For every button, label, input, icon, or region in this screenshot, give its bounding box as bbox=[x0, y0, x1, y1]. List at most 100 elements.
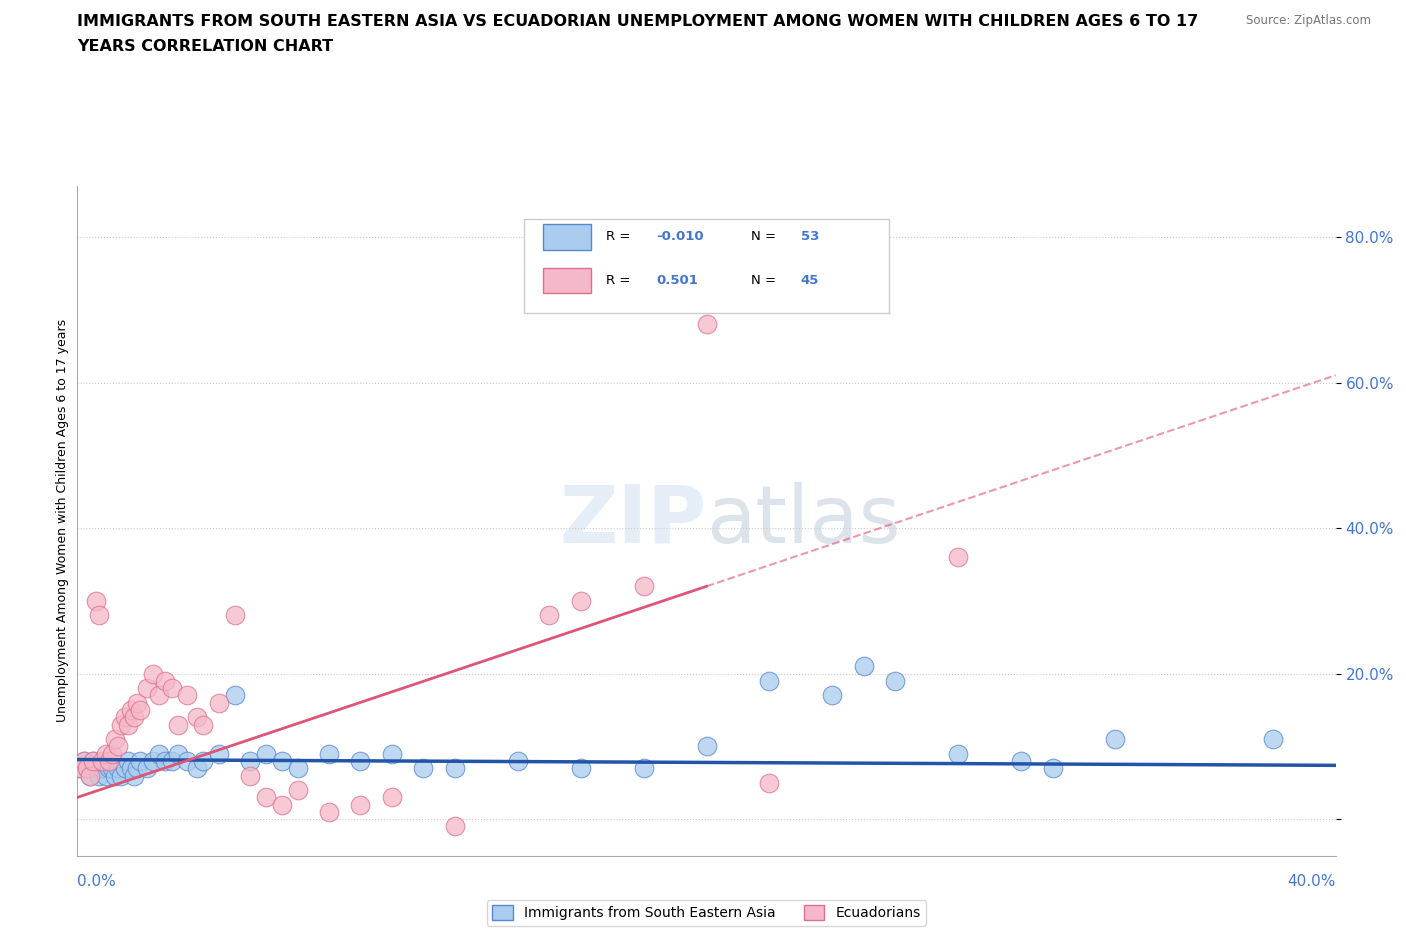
Point bbox=[349, 753, 371, 768]
Text: 40.0%: 40.0% bbox=[1288, 874, 1336, 889]
Point bbox=[948, 550, 970, 565]
Point bbox=[270, 753, 292, 768]
Text: R =: R = bbox=[606, 231, 634, 244]
Point bbox=[160, 753, 183, 768]
Point bbox=[239, 768, 262, 783]
Point bbox=[110, 717, 132, 732]
Point bbox=[122, 768, 145, 783]
Point bbox=[107, 761, 129, 776]
Point bbox=[254, 790, 277, 804]
Point bbox=[82, 753, 104, 768]
Point bbox=[758, 776, 780, 790]
Point bbox=[117, 717, 139, 732]
Point bbox=[191, 753, 215, 768]
Point bbox=[852, 659, 875, 674]
Y-axis label: Unemployment Among Women with Children Ages 6 to 17 years: Unemployment Among Women with Children A… bbox=[56, 319, 69, 723]
Point bbox=[79, 768, 101, 783]
Point bbox=[633, 578, 655, 593]
Point bbox=[633, 761, 655, 776]
Text: Source: ZipAtlas.com: Source: ZipAtlas.com bbox=[1246, 14, 1371, 27]
Point bbox=[444, 761, 467, 776]
Point bbox=[82, 753, 104, 768]
FancyBboxPatch shape bbox=[524, 219, 889, 313]
Point bbox=[120, 761, 142, 776]
Point bbox=[167, 717, 190, 732]
Point bbox=[176, 688, 198, 703]
Point bbox=[506, 753, 529, 768]
Point bbox=[821, 688, 844, 703]
Point bbox=[270, 797, 292, 812]
Point bbox=[186, 710, 208, 724]
Point bbox=[191, 717, 215, 732]
Point bbox=[758, 673, 780, 688]
FancyBboxPatch shape bbox=[543, 224, 591, 249]
Point bbox=[1042, 761, 1064, 776]
Point bbox=[94, 768, 117, 783]
Point bbox=[135, 761, 157, 776]
Text: atlas: atlas bbox=[707, 482, 901, 560]
Point bbox=[142, 666, 165, 681]
Point bbox=[129, 702, 152, 717]
Legend: Immigrants from South Eastern Asia, Ecuadorians: Immigrants from South Eastern Asia, Ecua… bbox=[486, 899, 927, 925]
Point bbox=[696, 317, 718, 332]
Text: 0.0%: 0.0% bbox=[77, 874, 117, 889]
Point bbox=[696, 739, 718, 754]
Point bbox=[349, 797, 371, 812]
Point bbox=[948, 746, 970, 761]
Point bbox=[114, 761, 136, 776]
Text: ZIP: ZIP bbox=[560, 482, 707, 560]
Point bbox=[72, 753, 94, 768]
Point bbox=[318, 804, 340, 819]
Point bbox=[148, 688, 170, 703]
Point bbox=[127, 696, 149, 711]
Point bbox=[176, 753, 198, 768]
Text: 53: 53 bbox=[801, 231, 820, 244]
Point bbox=[117, 753, 139, 768]
Point bbox=[72, 753, 94, 768]
Point bbox=[84, 761, 107, 776]
Point bbox=[148, 746, 170, 761]
Text: IMMIGRANTS FROM SOUTH EASTERN ASIA VS ECUADORIAN UNEMPLOYMENT AMONG WOMEN WITH C: IMMIGRANTS FROM SOUTH EASTERN ASIA VS EC… bbox=[77, 14, 1198, 29]
Text: 45: 45 bbox=[801, 274, 820, 287]
Point bbox=[318, 746, 340, 761]
Point bbox=[97, 761, 120, 776]
Point bbox=[89, 768, 111, 783]
Point bbox=[381, 790, 404, 804]
Point bbox=[239, 753, 262, 768]
Point bbox=[167, 746, 190, 761]
Point bbox=[110, 768, 132, 783]
Point bbox=[884, 673, 907, 688]
Point bbox=[127, 761, 149, 776]
Point bbox=[129, 753, 152, 768]
Point bbox=[254, 746, 277, 761]
Point bbox=[76, 761, 98, 776]
Point bbox=[412, 761, 434, 776]
Point bbox=[538, 608, 561, 623]
Point bbox=[444, 819, 467, 834]
Point bbox=[381, 746, 404, 761]
Point bbox=[122, 710, 145, 724]
Point bbox=[120, 702, 142, 717]
Point bbox=[79, 768, 101, 783]
Point bbox=[1010, 753, 1032, 768]
Text: R =: R = bbox=[606, 274, 634, 287]
Point bbox=[69, 761, 91, 776]
Point bbox=[208, 696, 231, 711]
Point bbox=[287, 783, 309, 798]
Point bbox=[76, 761, 98, 776]
Point bbox=[160, 681, 183, 696]
Text: YEARS CORRELATION CHART: YEARS CORRELATION CHART bbox=[77, 39, 333, 54]
Point bbox=[287, 761, 309, 776]
Point bbox=[569, 761, 592, 776]
Point bbox=[142, 753, 165, 768]
Point bbox=[91, 761, 114, 776]
Text: N =: N = bbox=[751, 231, 780, 244]
Point bbox=[569, 593, 592, 608]
Point bbox=[107, 739, 129, 754]
Point bbox=[208, 746, 231, 761]
Point bbox=[186, 761, 208, 776]
Point bbox=[84, 593, 107, 608]
Point bbox=[94, 746, 117, 761]
Point bbox=[224, 608, 246, 623]
Point bbox=[155, 753, 177, 768]
